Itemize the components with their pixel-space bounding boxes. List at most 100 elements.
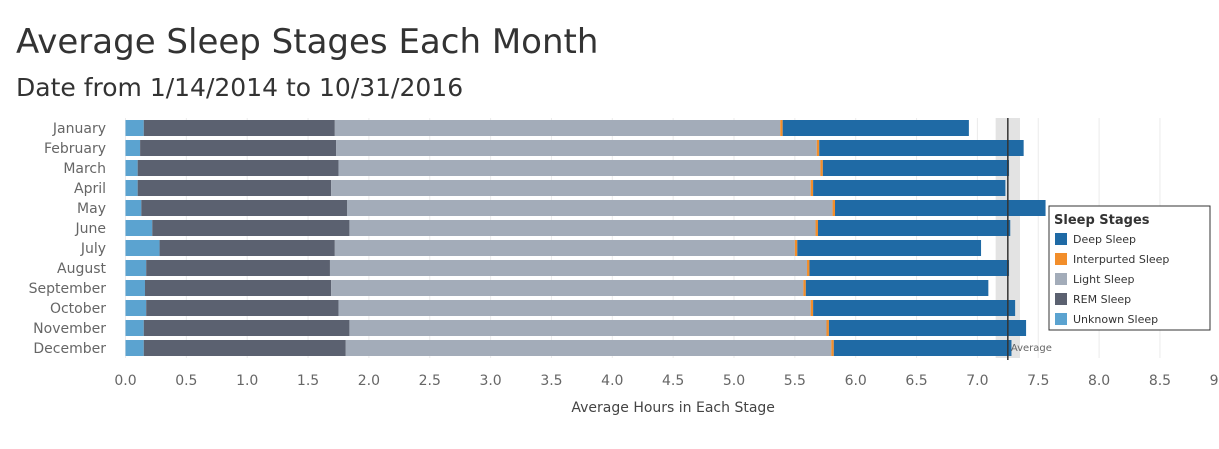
bar-segment[interactable] <box>338 300 811 316</box>
bar-segment[interactable] <box>803 280 806 296</box>
bar-segment[interactable] <box>832 200 836 216</box>
bar-segment[interactable] <box>144 280 332 296</box>
x-tick-label: 5.5 <box>784 373 806 389</box>
x-tick-label: 6.5 <box>905 373 927 389</box>
x-tick-labels: 0.0 0.5 1.0 1.5 2.0 2.5 3.0 3.5 4.0 4.5 5.0 5.5 6.0 6… <box>114 373 1219 389</box>
bar-segment[interactable] <box>125 180 138 196</box>
x-tick-label: 3.0 <box>479 373 501 389</box>
bar-segment[interactable] <box>329 260 808 276</box>
bar-segment[interactable] <box>822 160 1010 176</box>
bar-segment[interactable] <box>143 320 350 336</box>
bar-segment[interactable] <box>137 180 332 196</box>
bar-segment[interactable] <box>152 220 350 236</box>
category-label: October <box>50 301 106 317</box>
bar-segment[interactable] <box>125 120 144 136</box>
x-tick-label: 1.5 <box>297 373 319 389</box>
x-tick-label: 7.5 <box>1027 373 1049 389</box>
bar-segment[interactable] <box>331 280 804 296</box>
bar-segment[interactable] <box>125 340 144 356</box>
bar-segment[interactable] <box>780 120 783 136</box>
bar-segment[interactable] <box>813 300 1016 316</box>
bar-segment[interactable] <box>137 160 339 176</box>
bar-segment[interactable] <box>828 320 1027 336</box>
bar-segment[interactable] <box>125 240 160 256</box>
bar-segment[interactable] <box>797 240 982 256</box>
bar-segment[interactable] <box>159 240 335 256</box>
bar-segment[interactable] <box>810 180 814 196</box>
chart-title: Average Sleep Stages Each Month <box>16 22 599 62</box>
bar-segment[interactable] <box>816 140 820 156</box>
x-tick-label: 9.0 <box>1210 373 1219 389</box>
legend-label: REM Sleep <box>1073 293 1131 306</box>
legend-items: Deep Sleep Interpurted Sleep Light Sleep RE… <box>1055 233 1169 326</box>
bar-segment[interactable] <box>143 120 335 136</box>
x-tick-label: 0.5 <box>175 373 197 389</box>
legend-swatch <box>1055 273 1067 285</box>
bar-segment[interactable] <box>815 220 818 236</box>
bar-segment[interactable] <box>125 300 147 316</box>
bar-segment[interactable] <box>140 140 337 156</box>
bar-segment[interactable] <box>807 260 810 276</box>
legend: Sleep Stages Deep Sleep Interpurted Sleep… <box>1048 205 1211 331</box>
legend-title: Sleep Stages <box>1054 213 1150 228</box>
bars <box>125 120 1046 356</box>
bar-segment[interactable] <box>336 140 817 156</box>
legend-label: Unknown Sleep <box>1073 313 1158 326</box>
bar-segment[interactable] <box>826 320 829 336</box>
chart-subtitle: Date from 1/14/2014 to 10/31/2016 <box>16 73 464 102</box>
bar-segment[interactable] <box>820 160 823 176</box>
bar-segment[interactable] <box>125 140 141 156</box>
bar-segment[interactable] <box>125 260 147 276</box>
x-tick-label: 8.0 <box>1088 373 1110 389</box>
legend-swatch <box>1055 293 1067 305</box>
category-label: April <box>74 181 106 197</box>
bar-segment[interactable] <box>349 320 827 336</box>
bar-segment[interactable] <box>125 160 138 176</box>
bar-segment[interactable] <box>349 220 816 236</box>
category-labels: January February March April May June July Augu… <box>29 121 107 357</box>
bar-segment[interactable] <box>819 140 1024 156</box>
bar-segment[interactable] <box>331 180 811 196</box>
category-label: August <box>57 261 107 277</box>
bar-segment[interactable] <box>146 300 339 316</box>
bar-segment[interactable] <box>831 340 834 356</box>
bar-segment[interactable] <box>346 200 833 216</box>
category-label: February <box>44 141 106 157</box>
bar-segment[interactable] <box>782 120 969 136</box>
bar-segment[interactable] <box>143 340 346 356</box>
category-label: March <box>63 161 106 177</box>
bar-segment[interactable] <box>146 260 330 276</box>
bar-segment[interactable] <box>833 340 1012 356</box>
bar-segment[interactable] <box>794 240 798 256</box>
bar-segment[interactable] <box>125 320 144 336</box>
bar-segment[interactable] <box>125 220 153 236</box>
bar-segment[interactable] <box>334 240 795 256</box>
bar-segment[interactable] <box>813 180 1006 196</box>
bar-segment[interactable] <box>817 220 1011 236</box>
bar-segment[interactable] <box>141 200 347 216</box>
bar-segment[interactable] <box>338 160 821 176</box>
category-label: November <box>33 321 106 337</box>
x-tick-label: 6.0 <box>845 373 867 389</box>
x-tick-label: 0.0 <box>114 373 136 389</box>
bar-segment[interactable] <box>334 120 781 136</box>
x-tick-label: 5.0 <box>723 373 745 389</box>
legend-label: Deep Sleep <box>1073 233 1136 246</box>
average-reference: Average <box>1007 118 1052 360</box>
x-tick-label: 2.5 <box>419 373 441 389</box>
x-axis-title: Average Hours in Each Stage <box>571 400 775 416</box>
bar-segment[interactable] <box>805 280 989 296</box>
bar-segment[interactable] <box>125 280 145 296</box>
x-tick-label: 8.5 <box>1149 373 1171 389</box>
legend-label: Light Sleep <box>1073 273 1135 286</box>
bar-segment[interactable] <box>125 200 142 216</box>
bar-segment[interactable] <box>810 300 814 316</box>
bar-segment[interactable] <box>835 200 1046 216</box>
category-label: December <box>33 341 106 357</box>
legend-label: Interpurted Sleep <box>1073 253 1169 266</box>
bar-segment[interactable] <box>809 260 1010 276</box>
x-tick-label: 3.5 <box>540 373 562 389</box>
bar-segment[interactable] <box>345 340 832 356</box>
category-label: January <box>52 121 106 137</box>
